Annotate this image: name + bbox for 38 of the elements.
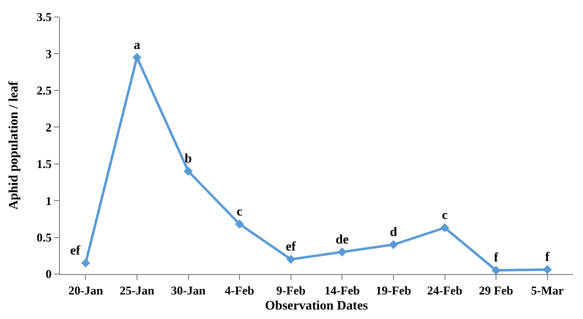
y-tick-label: 2.5 (36, 84, 52, 98)
x-tick-label: 9-Feb (276, 283, 306, 298)
y-tick-label: 0 (46, 267, 52, 282)
data-label: f (494, 250, 499, 265)
data-label: f (545, 248, 550, 264)
data-label: d (390, 224, 398, 240)
x-tick-label: 24-Feb (427, 283, 463, 298)
y-tick-label: 3.5 (36, 10, 52, 24)
data-label: ef (286, 238, 297, 254)
point (235, 220, 244, 229)
y-tick-label: 1.5 (36, 157, 52, 172)
x-tick-label: 14-Feb (324, 283, 360, 298)
data-label: de (336, 231, 349, 246)
x-tick-label: 4-Feb (224, 283, 255, 298)
point (440, 223, 450, 232)
data-label: ef (70, 242, 81, 258)
x-tick-label: 5-Mar (531, 283, 564, 298)
data-label: c (442, 207, 448, 222)
y-tick-label: 1 (46, 194, 52, 208)
x-tick-label: 20-Jan (68, 283, 104, 298)
y-tick-label: 2 (46, 120, 52, 134)
x-tick-label: 29 Feb (478, 283, 514, 298)
point (388, 240, 398, 250)
y-tick-label: 3 (46, 46, 52, 61)
x-tick-label: 30-Jan (170, 283, 206, 298)
data-label: b (184, 150, 192, 166)
data-label: c (236, 203, 243, 218)
point (184, 166, 193, 176)
point (132, 52, 142, 62)
data-label: a (134, 36, 141, 52)
y-axis-title: Aphid population / leaf (6, 80, 21, 210)
point (81, 258, 90, 268)
point (286, 254, 296, 264)
point (338, 247, 347, 257)
y-tick-label: 0.5 (36, 230, 52, 244)
x-tick-label: 19-Feb (376, 283, 412, 298)
x-axis-title: Observation Dates (265, 297, 368, 312)
x-tick-label: 25-Jan (120, 283, 155, 298)
